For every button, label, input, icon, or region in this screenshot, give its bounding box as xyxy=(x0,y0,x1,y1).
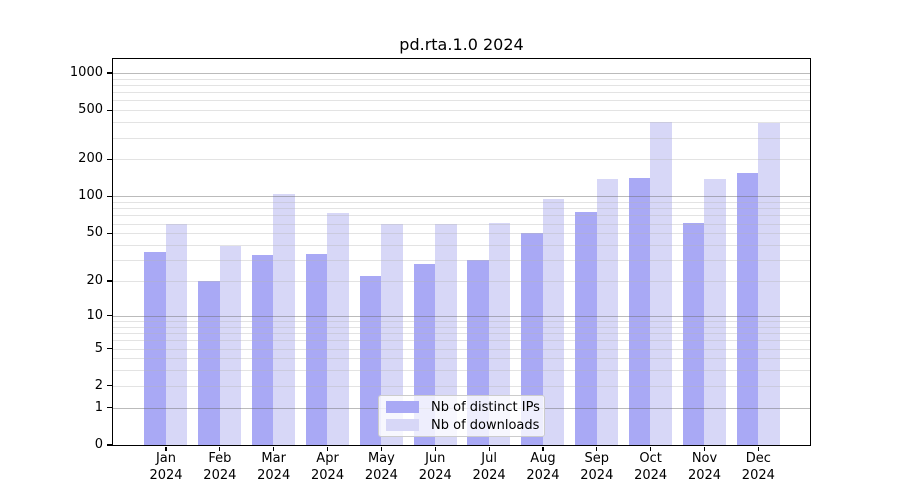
bar-downloads-nov xyxy=(704,178,726,445)
minor-gridline xyxy=(113,100,810,102)
y-tick-label: 100 xyxy=(78,188,103,204)
x-tick-mark xyxy=(219,446,221,451)
x-tick-label: Sep 2024 xyxy=(580,451,614,483)
x-tick-label: Aug 2024 xyxy=(526,451,560,483)
x-tick-label: Nov 2024 xyxy=(687,451,722,483)
y-tick-label: 0 xyxy=(94,437,103,452)
y-tick-label: 50 xyxy=(86,225,103,241)
y-tick-label: 500 xyxy=(78,102,103,118)
y-tick-mark xyxy=(107,347,112,350)
y-tick-mark xyxy=(107,315,112,317)
x-tick-label: Oct 2024 xyxy=(634,451,668,483)
bar-downloads-aug xyxy=(542,199,565,445)
y-tick-mark xyxy=(107,195,112,198)
y-tick-mark xyxy=(107,444,112,446)
y-tick-label: 5 xyxy=(94,340,103,356)
legend-swatch-downloads xyxy=(386,419,419,431)
bar-distinct-ips-aug xyxy=(521,233,543,445)
y-tick-mark xyxy=(107,158,112,160)
bar-distinct-ips-jan xyxy=(144,252,166,445)
x-tick-mark xyxy=(650,446,652,451)
minor-gridline xyxy=(113,84,810,86)
y-tick-mark xyxy=(107,407,112,409)
major-gridline xyxy=(113,72,810,74)
bar-distinct-ips-oct xyxy=(628,177,651,445)
bar-downloads-feb xyxy=(219,246,242,445)
bar-downloads-sep xyxy=(596,178,619,445)
x-tick-label: May 2024 xyxy=(364,451,398,483)
minor-gridline xyxy=(113,122,810,124)
y-tick-mark xyxy=(107,109,112,111)
minor-gridline xyxy=(113,78,810,80)
bar-downloads-dec xyxy=(758,122,780,445)
x-tick-label: Jul 2024 xyxy=(472,451,506,483)
bar-distinct-ips-dec xyxy=(736,173,759,445)
bar-distinct-ips-may xyxy=(359,276,382,445)
y-tick-mark xyxy=(107,72,112,74)
bar-downloads-mar xyxy=(273,193,295,445)
y-tick-label: 1000 xyxy=(69,64,103,80)
x-tick-label: Jan 2024 xyxy=(149,451,183,483)
legend: Nb of distinct IPs Nb of downloads xyxy=(378,395,545,437)
y-tick-label: 200 xyxy=(78,151,103,167)
bar-downloads-jan xyxy=(165,223,188,445)
y-tick-label: 10 xyxy=(86,307,103,323)
x-tick-mark xyxy=(488,446,490,451)
x-tick-mark xyxy=(703,446,706,451)
bar-downloads-oct xyxy=(650,122,672,445)
y-tick-label: 20 xyxy=(86,273,103,289)
minor-gridline xyxy=(113,110,810,112)
x-tick-mark xyxy=(757,446,759,451)
legend-item-downloads: Nb of downloads xyxy=(386,418,544,433)
y-tick-mark xyxy=(107,232,112,234)
x-tick-label: Dec 2024 xyxy=(741,451,775,483)
bar-downloads-apr xyxy=(327,213,349,445)
legend-label-downloads: Nb of downloads xyxy=(431,417,540,433)
y-tick-mark xyxy=(107,280,112,282)
bar-distinct-ips-nov xyxy=(682,222,705,445)
bar-distinct-ips-sep xyxy=(575,211,597,445)
legend-item-distinct-ips: Nb of distinct IPs xyxy=(386,400,544,415)
y-tick-mark xyxy=(107,385,112,387)
plot-area: Nb of distinct IPs Nb of downloads 0 1 2 5 1… xyxy=(70,58,811,483)
x-tick-label: Feb 2024 xyxy=(203,451,237,483)
bar-distinct-ips-feb xyxy=(198,281,220,445)
bar-downloads-jun xyxy=(435,223,457,445)
x-tick-label: Apr 2024 xyxy=(311,451,345,483)
minor-gridline xyxy=(113,92,810,94)
y-tick-label: 1 xyxy=(94,399,103,415)
bar-downloads-jul xyxy=(488,222,511,445)
x-tick-mark xyxy=(434,446,436,451)
x-tick-label: Jun 2024 xyxy=(418,451,452,483)
x-tick-mark xyxy=(542,446,544,451)
x-tick-mark xyxy=(380,446,382,451)
bar-distinct-ips-apr xyxy=(305,253,328,445)
minor-gridline xyxy=(113,159,810,161)
x-tick-mark xyxy=(596,446,598,451)
x-tick-mark xyxy=(326,446,329,451)
legend-swatch-distinct-ips xyxy=(386,401,419,413)
minor-gridline xyxy=(113,137,810,139)
x-tick-mark xyxy=(165,446,167,451)
bar-downloads-may xyxy=(381,223,403,445)
x-tick-mark xyxy=(273,446,275,451)
y-tick-label: 2 xyxy=(94,377,103,393)
chart-title: pd.rta.1.0 2024 xyxy=(399,35,524,54)
bar-distinct-ips-mar xyxy=(251,255,274,445)
legend-label-distinct-ips: Nb of distinct IPs xyxy=(431,399,540,415)
x-tick-label: Mar 2024 xyxy=(257,451,291,483)
